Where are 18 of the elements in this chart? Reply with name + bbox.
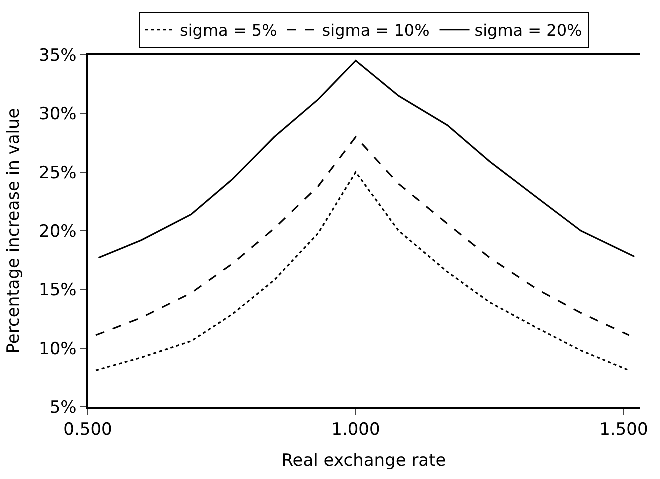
y-tick-label: 20% bbox=[39, 222, 77, 242]
x-tick-label: 0.500 bbox=[64, 420, 112, 440]
line-series bbox=[95, 136, 630, 336]
x-tick-label: 1.500 bbox=[600, 420, 648, 440]
legend-label: sigma = 10% bbox=[322, 21, 430, 40]
line-series bbox=[95, 172, 630, 372]
y-tick-label: 35% bbox=[39, 46, 77, 66]
y-axis-title: Percentage increase in value bbox=[4, 108, 24, 354]
x-tick-label: 1.000 bbox=[332, 420, 380, 440]
x-axis-title: Real exchange rate bbox=[282, 451, 446, 472]
y-tick-label: 15% bbox=[39, 280, 77, 301]
y-tick-label: 10% bbox=[39, 339, 77, 360]
y-tick-label: 30% bbox=[39, 104, 77, 125]
legend-label: sigma = 5% bbox=[180, 21, 278, 40]
legend-label: sigma = 20% bbox=[474, 21, 582, 40]
line-series bbox=[98, 60, 636, 259]
y-tick-label: 5% bbox=[50, 398, 77, 418]
y-tick-label: 25% bbox=[39, 163, 77, 184]
